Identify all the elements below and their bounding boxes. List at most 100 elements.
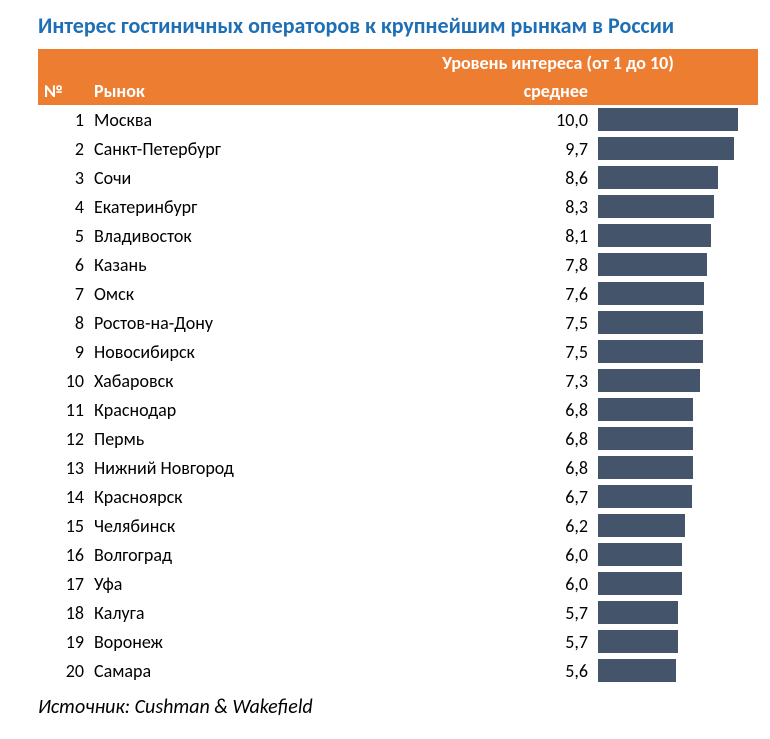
interest-bar — [598, 514, 685, 537]
table-row: 9Новосибирск7,5 — [38, 337, 758, 366]
cell-bar — [598, 252, 738, 277]
cell-market: Москва — [94, 109, 358, 131]
cell-market: Сочи — [94, 167, 358, 189]
interest-bar — [598, 543, 682, 566]
interest-table: Уровень интереса (от 1 до 10) № Рынок ср… — [38, 49, 758, 685]
cell-value: 7,6 — [358, 283, 598, 305]
table-header-top: Уровень интереса (от 1 до 10) — [38, 49, 758, 77]
cell-bar — [598, 571, 738, 596]
table-row: 14Красноярск6,7 — [38, 482, 758, 511]
cell-no: 19 — [38, 631, 94, 653]
cell-no: 15 — [38, 515, 94, 537]
table-row: 5Владивосток8,1 — [38, 221, 758, 250]
cell-no: 12 — [38, 428, 94, 450]
cell-bar — [598, 542, 738, 567]
cell-bar — [598, 600, 738, 625]
table-row: 3Сочи8,6 — [38, 163, 758, 192]
cell-bar — [598, 165, 738, 190]
interest-bar — [598, 137, 734, 160]
cell-market: Нижний Новгород — [94, 457, 358, 479]
cell-value: 7,3 — [358, 370, 598, 392]
cell-market: Калуга — [94, 602, 358, 624]
interest-bar — [598, 108, 738, 131]
header-avg: среднее — [358, 80, 598, 102]
cell-no: 6 — [38, 254, 94, 276]
cell-no: 1 — [38, 109, 94, 131]
cell-no: 4 — [38, 196, 94, 218]
table-row: 19Воронеж5,7 — [38, 627, 758, 656]
cell-no: 5 — [38, 225, 94, 247]
cell-bar — [598, 223, 738, 248]
interest-bar — [598, 601, 678, 624]
table-row: 2Санкт-Петербург9,7 — [38, 134, 758, 163]
source-label: Источник: Cushman & Wakefield — [20, 695, 750, 719]
cell-no: 11 — [38, 399, 94, 421]
cell-no: 7 — [38, 283, 94, 305]
cell-bar — [598, 513, 738, 538]
cell-no: 10 — [38, 370, 94, 392]
interest-bar — [598, 485, 692, 508]
cell-bar — [598, 455, 738, 480]
cell-value: 6,8 — [358, 457, 598, 479]
cell-market: Волгоград — [94, 544, 358, 566]
table-row: 6Казань7,8 — [38, 250, 758, 279]
cell-value: 6,0 — [358, 544, 598, 566]
cell-bar — [598, 426, 738, 451]
interest-bar — [598, 166, 718, 189]
cell-value: 5,7 — [358, 631, 598, 653]
interest-bar — [598, 659, 676, 682]
cell-market: Хабаровск — [94, 370, 358, 392]
table-header-bottom: № Рынок среднее — [38, 77, 758, 105]
cell-no: 20 — [38, 660, 94, 682]
interest-bar — [598, 311, 703, 334]
cell-value: 8,6 — [358, 167, 598, 189]
interest-bar — [598, 282, 704, 305]
cell-market: Санкт-Петербург — [94, 138, 358, 160]
cell-value: 6,0 — [358, 573, 598, 595]
table-row: 11Краснодар6,8 — [38, 395, 758, 424]
cell-value: 6,8 — [358, 399, 598, 421]
cell-market: Владивосток — [94, 225, 358, 247]
table-row: 18Калуга5,7 — [38, 598, 758, 627]
table-header: Уровень интереса (от 1 до 10) № Рынок ср… — [38, 49, 758, 105]
cell-bar — [598, 368, 738, 393]
interest-bar — [598, 427, 693, 450]
cell-market: Краснодар — [94, 399, 358, 421]
cell-value: 6,2 — [358, 515, 598, 537]
cell-no: 18 — [38, 602, 94, 624]
chart-title: Интерес гостиничных операторов к крупней… — [20, 12, 750, 39]
cell-market: Ростов-на-Дону — [94, 312, 358, 334]
table-row: 12Пермь6,8 — [38, 424, 758, 453]
cell-value: 6,8 — [358, 428, 598, 450]
cell-value: 5,6 — [358, 660, 598, 682]
interest-bar — [598, 456, 693, 479]
cell-bar — [598, 107, 738, 132]
cell-bar — [598, 629, 738, 654]
cell-market: Самара — [94, 660, 358, 682]
cell-value: 7,5 — [358, 312, 598, 334]
interest-bar — [598, 253, 707, 276]
cell-market: Новосибирск — [94, 341, 358, 363]
cell-value: 6,7 — [358, 486, 598, 508]
cell-market: Омск — [94, 283, 358, 305]
cell-value: 7,5 — [358, 341, 598, 363]
cell-bar — [598, 397, 738, 422]
cell-bar — [598, 339, 738, 364]
table-row: 10Хабаровск7,3 — [38, 366, 758, 395]
cell-market: Уфа — [94, 573, 358, 595]
table-body: 1Москва10,02Санкт-Петербург9,73Сочи8,64Е… — [38, 105, 758, 685]
cell-no: 3 — [38, 167, 94, 189]
interest-bar — [598, 369, 700, 392]
cell-no: 13 — [38, 457, 94, 479]
header-market: Рынок — [94, 80, 358, 102]
interest-bar — [598, 224, 711, 247]
interest-bar — [598, 340, 703, 363]
cell-market: Челябинск — [94, 515, 358, 537]
cell-value: 5,7 — [358, 602, 598, 624]
cell-market: Красноярск — [94, 486, 358, 508]
cell-market: Екатеринбург — [94, 196, 358, 218]
table-row: 15Челябинск6,2 — [38, 511, 758, 540]
table-row: 7Омск7,6 — [38, 279, 758, 308]
table-row: 13Нижний Новгород6,8 — [38, 453, 758, 482]
table-row: 17Уфа6,0 — [38, 569, 758, 598]
